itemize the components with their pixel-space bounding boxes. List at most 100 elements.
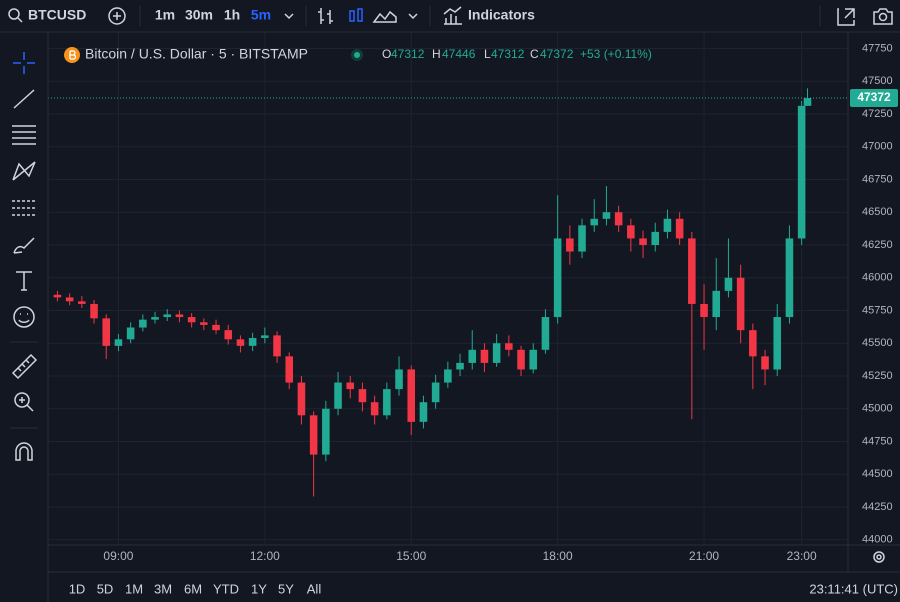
plot [48,88,848,497]
brush-tool[interactable] [13,237,35,254]
plot-grid [48,32,848,545]
y-tick-label: 44750 [862,435,893,447]
crosshair-tool[interactable] [13,52,35,74]
candle-body [200,322,208,325]
text-tool[interactable] [16,271,32,291]
candle-body [78,301,86,304]
candle-body [785,238,794,318]
candle-body [529,349,538,370]
range-button[interactable]: 1M [125,581,143,596]
x-tick-label: 23:00 [787,549,817,563]
candle-body [358,389,367,403]
symbol-logo [69,50,77,60]
candle-body [273,335,281,357]
legend-title[interactable]: Bitcoin / U.S. Dollar · 5 · BITSTAMP [85,46,308,62]
candle-body [53,294,62,298]
trendline-tool[interactable] [13,89,35,109]
indicators-button[interactable]: Indicators [468,7,535,23]
candle-body [346,382,355,390]
x-tick-label: 15:00 [396,549,426,563]
interval[interactable]: 1m [155,7,175,23]
indicators-icon[interactable] [443,6,462,25]
range-button[interactable]: 1D [69,581,86,596]
range-button[interactable]: 5D [97,581,114,596]
candle-body [370,402,379,416]
settings-button[interactable] [873,551,885,563]
range-button[interactable]: 1Y [251,581,267,596]
x-tick-label: 09:00 [103,549,133,563]
candle-body [663,218,672,232]
bars-style[interactable] [318,8,333,24]
candle-body [749,330,757,357]
candle-body [139,319,147,328]
candle-body [224,330,233,340]
candle-body [675,218,684,239]
footer: 1D 5D 1M 3M 6M YTD 1Y 5Y All [69,581,322,596]
candle-body [248,338,257,346]
pattern-tool[interactable] [12,161,36,181]
y-tick-label: 45000 [862,403,893,415]
style-menu[interactable] [408,13,418,20]
candle-body [309,415,318,455]
symbol[interactable]: BTCUSD [28,7,86,23]
candle-body [761,356,769,370]
clock[interactable]: 23:11:41 (UTC) [809,581,898,596]
prediction-tool[interactable] [12,200,36,216]
area-style[interactable] [372,10,397,23]
market-status [354,52,360,58]
candle-body [236,339,245,346]
candle-body [639,238,647,245]
candle-body [688,238,696,304]
interval[interactable]: 1h [224,7,240,23]
ohlc-value: 47446 [442,47,476,61]
range-button[interactable]: 3M [154,581,172,596]
candles-style[interactable] [349,8,363,22]
candle-body [212,324,220,331]
candle-body [395,369,403,390]
x-tick-label: 12:00 [250,549,280,563]
range-button[interactable]: 6M [184,581,202,596]
candle-body [614,212,623,226]
y-tick-label: 46500 [862,206,893,218]
ohlc-value: 47312 [391,47,425,61]
range-button[interactable]: All [307,581,322,596]
x-tick-label: 21:00 [689,549,719,563]
candle-body [700,303,708,318]
candle-body [724,277,733,291]
candle-body [322,408,330,455]
compare-button[interactable] [108,7,126,25]
interval[interactable]: 30m [185,7,213,23]
measure-tool[interactable] [11,353,38,380]
y-tick-label: 46000 [862,272,893,284]
candle-body [90,303,98,319]
interval-menu[interactable] [284,13,294,20]
fullscreen-button[interactable] [837,8,855,26]
candle-body [261,335,269,339]
range-button[interactable]: YTD [213,581,239,596]
ohlc-value: 47372 [540,47,574,61]
candle-body [407,369,416,422]
symbol-search[interactable]: BTCUSD [8,7,86,23]
fib-tool[interactable] [12,125,36,145]
candle-body [383,389,391,416]
icon-tool [18,313,30,323]
zoom-tool[interactable] [14,392,30,408]
candle-body [651,231,660,245]
y-tick-label: 47250 [862,108,893,120]
candle-body [65,297,74,302]
snapshot-button[interactable] [873,8,893,25]
candle-body [736,277,745,331]
magnet-tool[interactable] [15,442,33,461]
candle-body [334,382,342,409]
candle-body [456,362,464,370]
price-change: +53 (+0.11%) [580,47,652,61]
interval-active[interactable]: 5m [251,7,271,23]
candle-body [578,225,586,252]
y-tick-label: 45500 [862,337,893,349]
icon-tool[interactable] [13,306,35,328]
range-button[interactable]: 5Y [278,581,294,596]
y-tick-label: 44250 [862,501,893,513]
zoom-tool [19,397,34,412]
